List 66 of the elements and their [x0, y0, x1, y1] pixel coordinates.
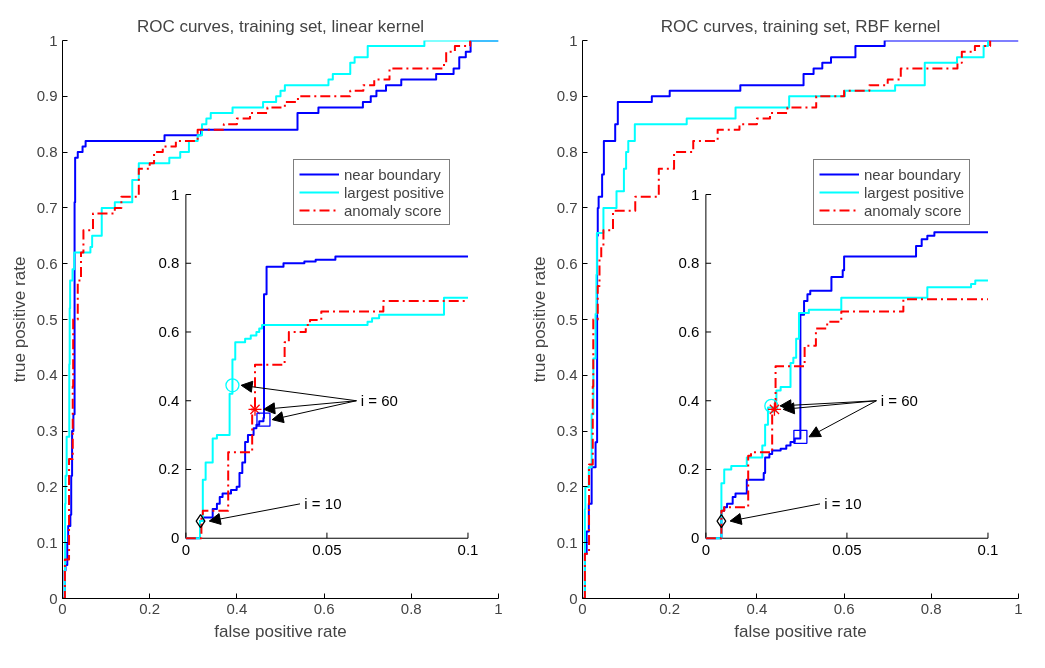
x-tick-label: 0.2: [659, 599, 681, 617]
y-tick-label: 0.6: [678, 323, 700, 340]
y-tick-label: 0.7: [36, 198, 58, 216]
y-tick-label: 0.4: [556, 366, 578, 384]
point: [256, 412, 271, 427]
x-tick-label: 0.4: [226, 599, 248, 617]
y-tick-label: 0.9: [36, 87, 58, 105]
x-tick-label: 0.2: [139, 599, 161, 617]
y-tick-label: 0.6: [158, 323, 180, 340]
y-tick-label: 0: [171, 529, 180, 547]
x-tick-label: 0.6: [833, 599, 855, 617]
y-tick-label: 0.4: [678, 391, 700, 409]
x-axis-title: false positive rate: [214, 621, 347, 641]
y-tick-label: 0.6: [556, 254, 578, 272]
y-tick-label: 1: [49, 31, 58, 49]
y-axis-title: true positive rate: [529, 256, 549, 383]
x-tick-label: 1: [494, 599, 503, 617]
y-tick-label: 0.2: [158, 460, 180, 478]
y-tick-label: 0.7: [556, 198, 578, 216]
legend-label: largest positive: [344, 183, 445, 201]
x-tick-label: 1: [1014, 599, 1023, 617]
point: [793, 429, 808, 444]
legend-label: near boundary: [344, 165, 441, 183]
x-tick-label: 0.1: [977, 540, 999, 558]
chart-title: ROC curves, training set, RBF kernel: [660, 16, 941, 36]
y-tick-label: 0.8: [36, 143, 58, 161]
y-tick-label: 0.5: [556, 310, 578, 328]
x-tick-label: 0.05: [832, 540, 862, 558]
y-tick-label: 0.6: [36, 254, 58, 272]
annotation: i = 10: [824, 495, 862, 513]
y-tick-label: 0.2: [36, 477, 58, 495]
y-tick-label: 0.9: [556, 87, 578, 105]
y-tick-label: 0.3: [556, 422, 578, 440]
y-axis-title: true positive rate: [9, 256, 29, 383]
x-tick-label: 0.05: [312, 540, 342, 558]
x-tick-label: 0.1: [457, 540, 479, 558]
y-tick-label: 0.8: [158, 254, 180, 272]
y-tick-label: 0: [691, 529, 700, 547]
y-tick-label: 0.5: [36, 310, 58, 328]
point: [225, 378, 240, 393]
x-tick-label: 0.4: [746, 599, 768, 617]
y-tick-label: 0.2: [556, 477, 578, 495]
legend-label: anomaly score: [344, 201, 442, 219]
x-tick-label: 0.8: [920, 599, 942, 617]
point: [764, 398, 779, 414]
x-tick-label: 0.6: [313, 599, 335, 617]
y-tick-label: 1: [691, 185, 700, 203]
y-tick-label: 0.8: [678, 254, 700, 272]
legend-label: near boundary: [864, 165, 961, 183]
annotation: i = 60: [360, 392, 398, 410]
y-tick-label: 1: [171, 185, 180, 203]
y-tick-label: 0.2: [678, 460, 700, 478]
chart-title: ROC curves, training set, linear kernel: [136, 16, 425, 36]
y-tick-label: 1: [569, 31, 578, 49]
point: [767, 402, 782, 417]
y-tick-label: 0.4: [36, 366, 58, 384]
legend-label: anomaly score: [864, 201, 962, 219]
legend-label: largest positive: [864, 183, 965, 201]
y-tick-label: 0.4: [158, 391, 180, 409]
annotation: i = 10: [304, 495, 342, 513]
annotation: i = 60: [880, 392, 918, 410]
y-tick-label: 0.8: [556, 143, 578, 161]
x-tick-label: 0.8: [400, 599, 422, 617]
x-axis-title: false positive rate: [734, 621, 867, 641]
y-tick-label: 0.3: [36, 422, 58, 440]
point: [247, 402, 263, 417]
